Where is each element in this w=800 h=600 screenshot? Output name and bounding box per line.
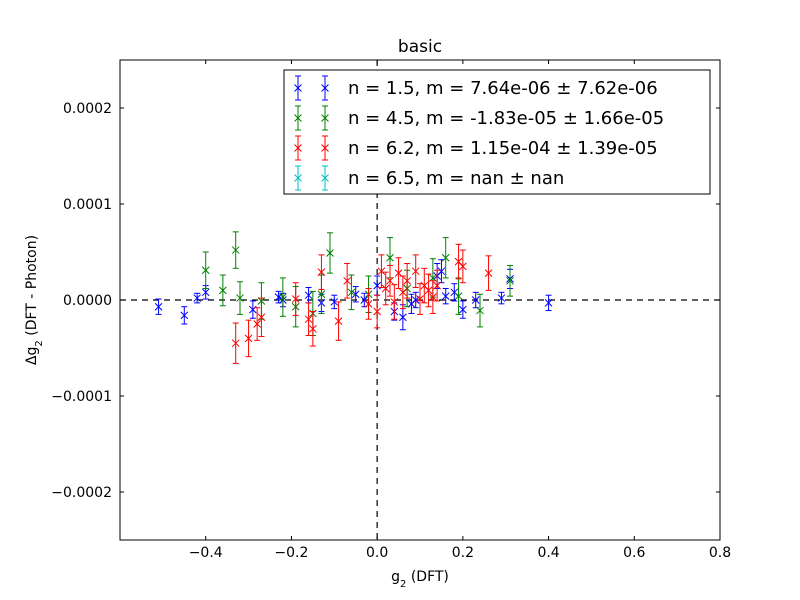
data-point [459,300,467,319]
chart-title: basic [398,37,442,57]
data-point [236,281,244,315]
legend-box [283,69,711,195]
x-tick-label: 0.4 [537,545,559,561]
y-axis-label-sub: 2 [34,340,45,346]
data-point [416,283,424,315]
legend-marker-left [294,105,302,131]
data-point [459,249,467,284]
x-axis-label: g2 (DFT) [391,569,449,590]
y-tick-label: 0.0000 [63,293,112,309]
x-axis-label-sub: 2 [400,579,406,590]
legend-marker-right [321,105,329,131]
data-point [386,264,394,297]
data-point [437,259,446,284]
data-point [484,255,493,291]
data-point [343,263,351,299]
y-tick-label: 0.0002 [63,101,112,117]
data-point [304,302,313,337]
data-point [390,284,399,320]
series-2 [201,231,514,337]
y-axis-label: Δg2 (DFT - Photon) [24,235,45,365]
data-point [399,275,407,310]
y-tick-label: 0.0001 [63,197,112,213]
y-axis-label-rest: (DFT - Photon) [24,235,40,340]
legend-marker-right [321,165,329,191]
legend-marker-right [321,135,329,161]
legend-marker-right [321,75,329,101]
data-point [407,293,416,314]
legend-entry-label: n = 4.5, m = -1.83e-05 ± 1.66e-05 [348,108,664,129]
data-point [334,301,343,341]
x-tick-label: 0.0 [366,545,388,561]
series-3 [231,243,493,364]
data-point [351,286,360,303]
data-point [326,232,334,274]
series-1 [154,259,553,331]
data-point [180,306,189,325]
data-point [373,294,381,329]
y-axis: −0.0002 −0.0001 0.0000 0.0001 0.0002 [51,101,720,501]
data-point [219,274,227,307]
data-point [291,282,300,316]
x-axis: −0.4 −0.2 0.0 0.2 0.4 0.6 0.8 [189,60,731,561]
data-point [506,264,514,297]
data-point [360,292,369,308]
data-point [231,231,240,269]
data-point [476,293,484,328]
data-point [154,298,163,315]
data-point [433,269,441,302]
series-layer [154,231,553,364]
data-point [257,297,266,337]
x-tick-label: −0.2 [274,545,308,561]
legend: n = 1.5, m = 7.64e-06 ± 7.62e-06 n = 4.5,… [283,69,711,195]
data-point [544,294,553,312]
x-axis-label-rest: (DFT) [406,569,449,585]
data-point [279,277,287,317]
x-tick-label: −0.4 [189,545,223,561]
x-axis-label-base: g [391,569,400,585]
data-point [411,291,420,309]
legend-entry-label: n = 6.2, m = 1.15e-04 ± 1.39e-05 [348,138,658,159]
data-point [309,311,317,347]
data-point [429,280,437,314]
data-point [441,287,450,305]
data-point [201,251,210,289]
legend-entry-label: n = 1.5, m = 7.64e-06 ± 7.62e-06 [348,78,658,99]
data-point [471,291,480,309]
y-tick-label: −0.0001 [51,389,112,405]
data-point [244,319,253,358]
legend-marker-left [294,165,302,191]
legend-entry-label: n = 6.5, m = nan ± nan [348,168,564,189]
data-point [347,274,356,311]
legend-marker-left [294,135,302,161]
data-point [304,287,313,304]
data-point [330,294,339,310]
data-point [253,307,261,341]
data-point [231,322,240,364]
data-point [441,237,450,279]
data-point [317,254,326,290]
data-point [381,271,390,306]
x-tick-label: 0.2 [452,545,474,561]
data-point [364,287,373,320]
data-point [403,263,411,299]
y-tick-label: −0.0002 [51,485,112,501]
data-point [454,277,463,315]
data-point [497,291,506,305]
y-axis-label-pre: Δg [24,347,40,365]
data-point [394,257,403,289]
data-point [377,254,386,289]
data-point [411,254,420,289]
data-point [201,285,210,300]
data-point [193,292,201,304]
x-tick-label: 0.8 [709,545,731,561]
x-tick-label: 0.6 [623,545,645,561]
data-point [424,273,433,308]
legend-marker-left [294,75,302,101]
